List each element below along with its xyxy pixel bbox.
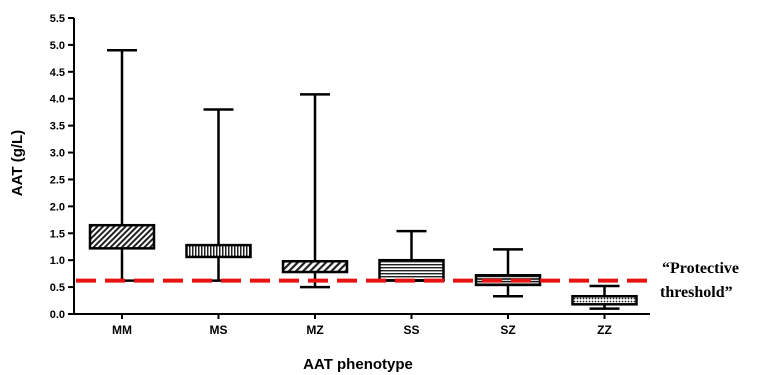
y-tick-label: 4.0	[50, 94, 65, 106]
y-axis-title: AAT (g/L)	[9, 130, 26, 196]
y-tick-label: 2.0	[50, 201, 65, 213]
box-series	[88, 49, 638, 310]
y-tick-label: 3.5	[50, 121, 65, 133]
box-mm	[88, 49, 156, 282]
y-tick-label: 1.0	[50, 255, 65, 267]
x-tick-label-ms: MS	[210, 323, 228, 337]
box-ms	[185, 108, 252, 282]
box-body	[88, 223, 156, 250]
y-axis: 0.0 0.5 1.0 1.5 2.0 2.5 3.0 3.5 4.0 4.5 5.0 5.5	[50, 13, 75, 321]
x-tick-label-mm: MM	[112, 323, 132, 337]
y-tick-label: 4.5	[50, 67, 65, 79]
box-sz	[474, 248, 542, 298]
annotation-line-2: threshold”	[660, 284, 733, 301]
box-body	[571, 294, 638, 306]
box-body	[185, 243, 252, 259]
box-mz	[281, 93, 349, 289]
x-tick-label-sz: SZ	[500, 323, 515, 337]
box-body	[378, 258, 445, 282]
y-tick-label: 5.0	[50, 40, 65, 52]
x-axis: MM MS MZ SS SZ ZZ	[74, 313, 650, 337]
y-tick-label: 0.5	[50, 282, 65, 294]
y-tick-label: 0.0	[50, 309, 65, 321]
box-zz	[571, 284, 638, 310]
x-tick-label-ss: SS	[403, 323, 419, 337]
y-tick-label: 2.5	[50, 174, 65, 186]
box-ss	[378, 229, 445, 282]
x-axis-title: AAT phenotype	[303, 356, 413, 373]
annotation-line-1: “Protective	[662, 260, 739, 277]
x-tick-label-mz: MZ	[306, 323, 323, 337]
x-tick-label-zz: ZZ	[597, 323, 612, 337]
y-tick-label: 3.0	[50, 148, 65, 160]
y-tick-label: 5.5	[50, 13, 65, 25]
box-body	[281, 260, 349, 274]
y-tick-label: 1.5	[50, 228, 65, 240]
